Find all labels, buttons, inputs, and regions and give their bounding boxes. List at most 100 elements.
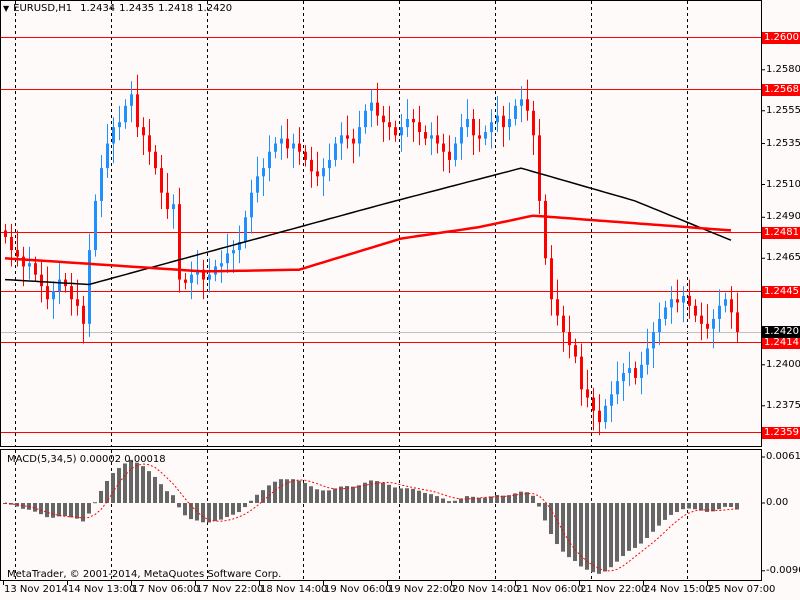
macd-histogram-bar xyxy=(135,462,139,503)
x-axis-label: 13 Nov 2014 xyxy=(4,584,69,595)
macd-histogram-bar xyxy=(129,459,133,503)
bull-candle xyxy=(682,295,685,303)
macd-histogram-bar xyxy=(357,485,361,503)
macd-histogram-bar xyxy=(405,488,409,503)
macd-histogram-bar xyxy=(45,503,49,518)
bear-candle xyxy=(40,274,43,287)
macd-histogram-bar xyxy=(435,496,439,503)
macd-histogram-bar xyxy=(585,503,589,570)
bull-candle xyxy=(322,168,325,177)
bear-candle xyxy=(478,135,481,139)
bear-candle xyxy=(316,171,319,177)
level-price-tag: 1.2414 xyxy=(762,336,800,349)
bull-candle xyxy=(226,253,229,264)
macd-histogram-bar xyxy=(495,494,499,503)
macd-histogram-bar xyxy=(261,490,265,503)
bear-candle xyxy=(412,118,415,123)
bear-candle xyxy=(376,102,379,116)
x-axis-label: 24 Nov 15:00 xyxy=(644,584,712,595)
x-axis-label: 17 Nov 06:00 xyxy=(132,584,200,595)
macd-histogram-bar xyxy=(567,503,571,558)
macd-histogram-bar xyxy=(603,503,607,572)
macd-histogram-bar xyxy=(453,500,457,503)
bull-candle xyxy=(358,127,361,144)
x-axis-label: 14 Nov 13:00 xyxy=(68,584,136,595)
macd-histogram-bar xyxy=(429,494,433,503)
bear-candle xyxy=(166,192,169,210)
bull-candle xyxy=(280,138,283,144)
bull-candle xyxy=(364,110,367,128)
bear-candle xyxy=(82,305,85,324)
bull-candle xyxy=(172,204,175,210)
macd-histogram-bar xyxy=(687,503,691,509)
bear-candle xyxy=(22,256,25,267)
macd-histogram-bar xyxy=(639,503,643,544)
bear-candle xyxy=(442,143,445,152)
level-price-tag: 1.2359 xyxy=(762,426,800,439)
dropdown-triangle-icon[interactable]: ▼ xyxy=(3,4,10,13)
symbol-label: EURUSD,H1 xyxy=(13,3,73,14)
bear-candle xyxy=(502,115,505,128)
macd-histogram-bar xyxy=(669,503,673,515)
y-axis-label: 1.2555 xyxy=(766,104,800,116)
bull-candle xyxy=(646,348,649,365)
bear-candle xyxy=(4,230,7,237)
bear-candle xyxy=(142,127,145,136)
macd-histogram-bar xyxy=(123,463,127,503)
macd-histogram-bar xyxy=(93,502,97,504)
macd-histogram-bar xyxy=(231,503,235,515)
macd-histogram-bar xyxy=(189,503,193,520)
macd-histogram-bar xyxy=(399,488,403,503)
macd-histogram-bar xyxy=(447,501,451,503)
bear-candle xyxy=(700,315,703,324)
macd-histogram-bar xyxy=(519,491,523,503)
macd-histogram-bar xyxy=(309,486,313,503)
macd-histogram-bar xyxy=(279,479,283,503)
bull-candle xyxy=(460,127,463,144)
macd-histogram-bar xyxy=(21,503,25,509)
macd-histogram-bar xyxy=(615,503,619,562)
ma-short-line xyxy=(4,214,732,273)
bear-candle xyxy=(676,299,679,303)
bear-candle xyxy=(184,279,187,283)
macd-histogram-bar xyxy=(531,495,535,503)
macd-histogram-bar xyxy=(297,480,301,503)
macd-histogram-bar xyxy=(681,503,685,510)
macd-histogram-bar xyxy=(363,482,367,503)
bull-candle xyxy=(622,372,625,382)
y-axis-label: 1.2580 xyxy=(766,63,800,75)
macd-histogram-bar xyxy=(339,486,343,503)
x-axis-label: 19 Nov 06:00 xyxy=(324,584,392,595)
macd-signal-line xyxy=(4,463,738,572)
macd-histogram-bar xyxy=(543,503,547,521)
macd-histogram-bar xyxy=(465,496,469,503)
bull-candle xyxy=(28,263,31,267)
bear-candle xyxy=(532,110,535,136)
macd-histogram-bar xyxy=(159,484,163,503)
macd-histogram-bar xyxy=(9,503,13,505)
bear-candle xyxy=(472,118,475,136)
bull-candle xyxy=(292,143,295,149)
macd-histogram-bar xyxy=(243,503,247,508)
bull-candle xyxy=(130,94,133,106)
bull-candle xyxy=(466,118,469,128)
macd-histogram-bar xyxy=(393,487,397,503)
x-axis-label: 18 Nov 14:00 xyxy=(260,584,328,595)
bear-candle xyxy=(580,356,583,390)
macd-axis-label: 0.00614 xyxy=(766,451,800,462)
bear-candle xyxy=(148,135,151,152)
macd-histogram-bar xyxy=(345,486,349,503)
bull-candle xyxy=(256,176,259,193)
macd-histogram-bar xyxy=(411,488,415,503)
bear-candle xyxy=(352,138,355,144)
macd-histogram-bar xyxy=(723,503,727,507)
bull-candle xyxy=(244,217,247,242)
macd-histogram-bar xyxy=(555,503,559,545)
macd-histogram-bar xyxy=(441,498,445,503)
macd-histogram-bar xyxy=(651,503,655,532)
bull-candle xyxy=(268,151,271,169)
bear-candle xyxy=(154,151,157,169)
bull-candle xyxy=(238,241,241,251)
macd-histogram-bar xyxy=(327,490,331,503)
macd-histogram-bar xyxy=(501,495,505,503)
